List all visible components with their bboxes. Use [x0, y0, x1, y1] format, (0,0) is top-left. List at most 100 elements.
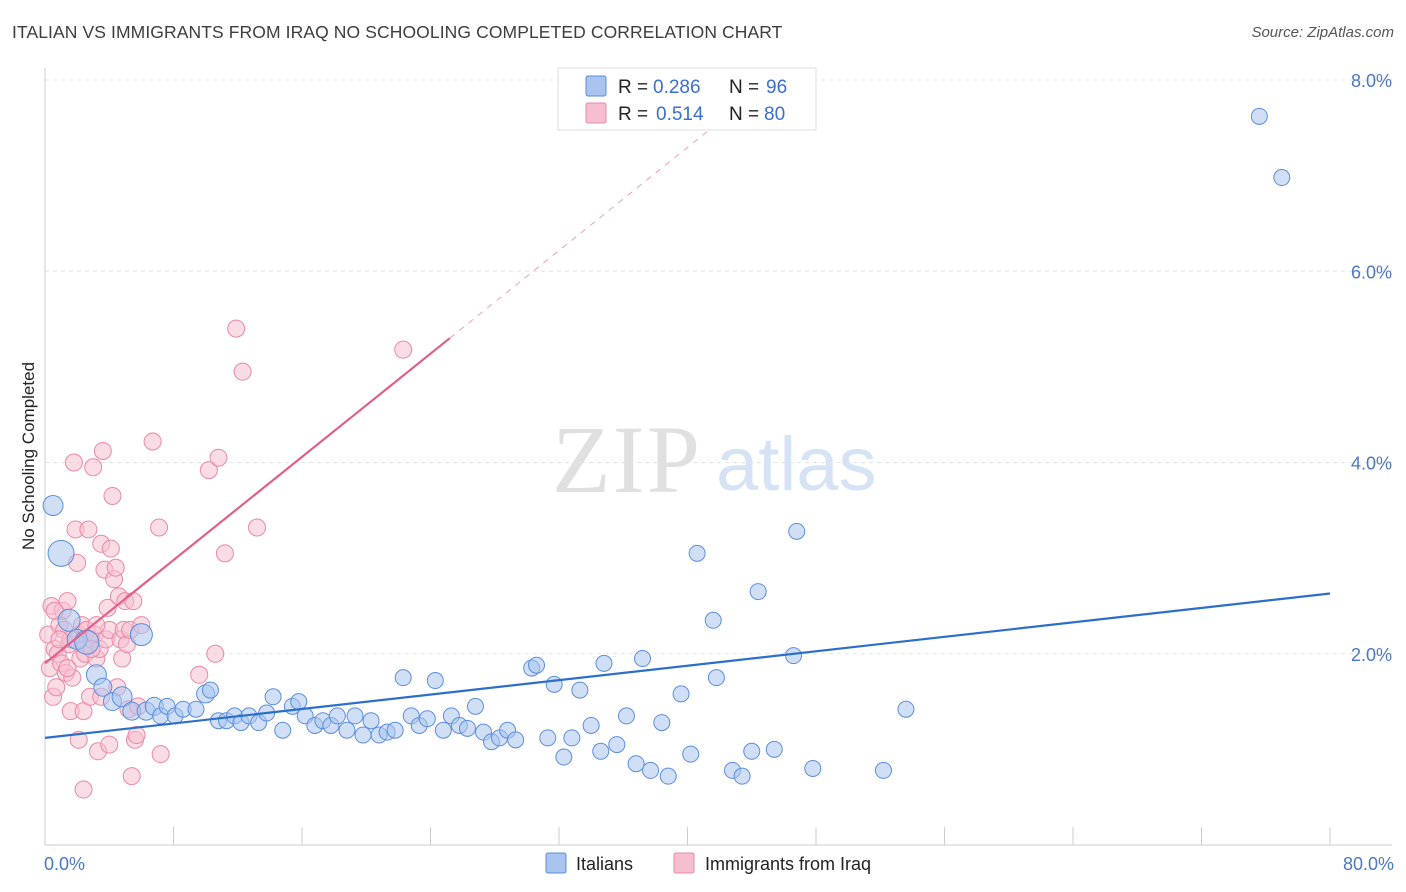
italian-point-30 — [290, 693, 308, 711]
legend-swatch-iraq — [585, 102, 607, 124]
italian-point-89 — [897, 700, 915, 718]
italian-point-68 — [608, 736, 626, 754]
iraq-point-40 — [103, 486, 122, 505]
iraq-point-5 — [47, 678, 66, 697]
y-tick-label-1: 4.0% — [1351, 454, 1392, 474]
italian-point-87 — [804, 760, 822, 777]
iraq-point-79 — [87, 616, 106, 635]
italian-point-77 — [688, 544, 706, 562]
legend-r-value-1: 0.286 — [653, 77, 701, 98]
iraq-point-66 — [233, 362, 252, 381]
italian-point-74 — [659, 767, 677, 785]
italian-point-72 — [642, 761, 660, 779]
italian-point-51 — [458, 719, 476, 737]
legend-r-value-2: 0.514 — [656, 104, 704, 125]
italian-point-37 — [346, 707, 364, 725]
italian-point-76 — [682, 745, 700, 763]
italian-point-19 — [201, 681, 219, 699]
italian-point-82 — [743, 742, 761, 760]
italian-point-46 — [418, 710, 436, 728]
italian-point-70 — [627, 755, 645, 773]
legend-n-value-2: 80 — [764, 104, 785, 125]
italian-point-90 — [1250, 107, 1268, 125]
iraq-point-34 — [93, 442, 112, 461]
y-tick-label-0: 2.0% — [1351, 645, 1392, 665]
watermark-atlas: atlas — [716, 422, 877, 507]
bottom-legend-swatch-iraq — [673, 852, 695, 874]
iraq-point-39 — [101, 539, 120, 558]
watermark-zip: ZIP — [552, 406, 702, 513]
iraq-point-25 — [79, 520, 98, 539]
italian-point-36 — [338, 721, 356, 739]
iraq-point-52 — [122, 767, 141, 786]
italian-point-91 — [1273, 169, 1291, 187]
italian-point-0 — [42, 495, 64, 517]
italian-point-48 — [434, 721, 452, 739]
iraq-point-28 — [84, 458, 103, 477]
italian-point-63 — [563, 729, 581, 747]
legend-n-label-2: N = — [729, 104, 759, 125]
top-legend: R = 0.286 N = 96 R = 0.514 N = 80 — [557, 67, 817, 131]
x-tick-labels: 0.0% 80.0% — [44, 854, 1394, 874]
italian-point-6 — [93, 677, 113, 697]
y-tick-label-3: 8.0% — [1351, 71, 1392, 91]
y-tick-labels: 2.0% 4.0% 6.0% 8.0% — [1351, 71, 1392, 665]
italian-point-67 — [595, 654, 613, 672]
legend-r-label-1: R = — [618, 77, 648, 98]
iraq-point-69 — [74, 780, 93, 799]
italian-point-52 — [466, 697, 484, 715]
y-tick-label-2: 6.0% — [1351, 262, 1392, 282]
italian-point-57 — [507, 731, 525, 749]
italian-point-71 — [634, 650, 652, 668]
iraq-point-75 — [100, 735, 119, 754]
iraq-point-57 — [143, 432, 162, 451]
y-axis-label: No Schooling Completed — [19, 362, 38, 550]
italian-point-47 — [426, 672, 444, 690]
italian-point-75 — [672, 685, 690, 703]
blue-points — [42, 107, 1291, 785]
italian-point-28 — [274, 721, 292, 739]
bottom-legend-swatch-italians — [545, 852, 567, 874]
x-tick-label-1: 80.0% — [1343, 854, 1394, 874]
legend-n-value-1: 96 — [766, 77, 787, 98]
italian-point-1 — [47, 539, 75, 567]
italian-point-35 — [328, 707, 346, 725]
bottom-legend: Italians Immigrants from Iraq — [545, 852, 871, 874]
italian-point-64 — [571, 681, 589, 699]
watermark: ZIP atlas — [552, 406, 877, 513]
legend-r-label-2: R = — [618, 104, 648, 125]
italian-point-66 — [592, 742, 610, 760]
iraq-point-53 — [124, 592, 143, 611]
italian-point-43 — [394, 669, 412, 687]
italian-point-39 — [362, 712, 380, 730]
italian-point-88 — [874, 761, 892, 779]
italian-point-2 — [57, 608, 81, 632]
italian-point-73 — [653, 714, 671, 732]
italian-point-4 — [74, 629, 100, 655]
italian-point-65 — [582, 716, 600, 734]
iraq-point-74 — [50, 630, 69, 649]
italian-point-59 — [528, 656, 546, 674]
italians-trend-line — [44, 592, 1331, 739]
trend-lines — [44, 108, 1331, 739]
italian-point-27 — [264, 688, 282, 706]
legend-n-label-1: N = — [729, 77, 759, 98]
bottom-legend-italians: Italians — [576, 854, 633, 874]
italian-point-85 — [788, 522, 806, 540]
iraq-point-62 — [206, 644, 225, 663]
legend-swatch-italians — [585, 75, 607, 97]
iraq-trend-line-extension — [449, 108, 737, 339]
italian-point-79 — [707, 669, 725, 687]
italian-point-83 — [749, 583, 767, 601]
iraq-point-63 — [209, 448, 228, 467]
iraq-point-42 — [106, 558, 125, 577]
iraq-trend-line — [44, 337, 451, 665]
iraq-point-37 — [98, 598, 117, 617]
axes — [44, 68, 1392, 846]
iraq-point-77 — [58, 659, 77, 678]
iraq-point-61 — [199, 461, 218, 480]
italian-point-81 — [733, 767, 751, 785]
gridlines — [45, 79, 1392, 655]
italian-point-10 — [129, 623, 153, 647]
